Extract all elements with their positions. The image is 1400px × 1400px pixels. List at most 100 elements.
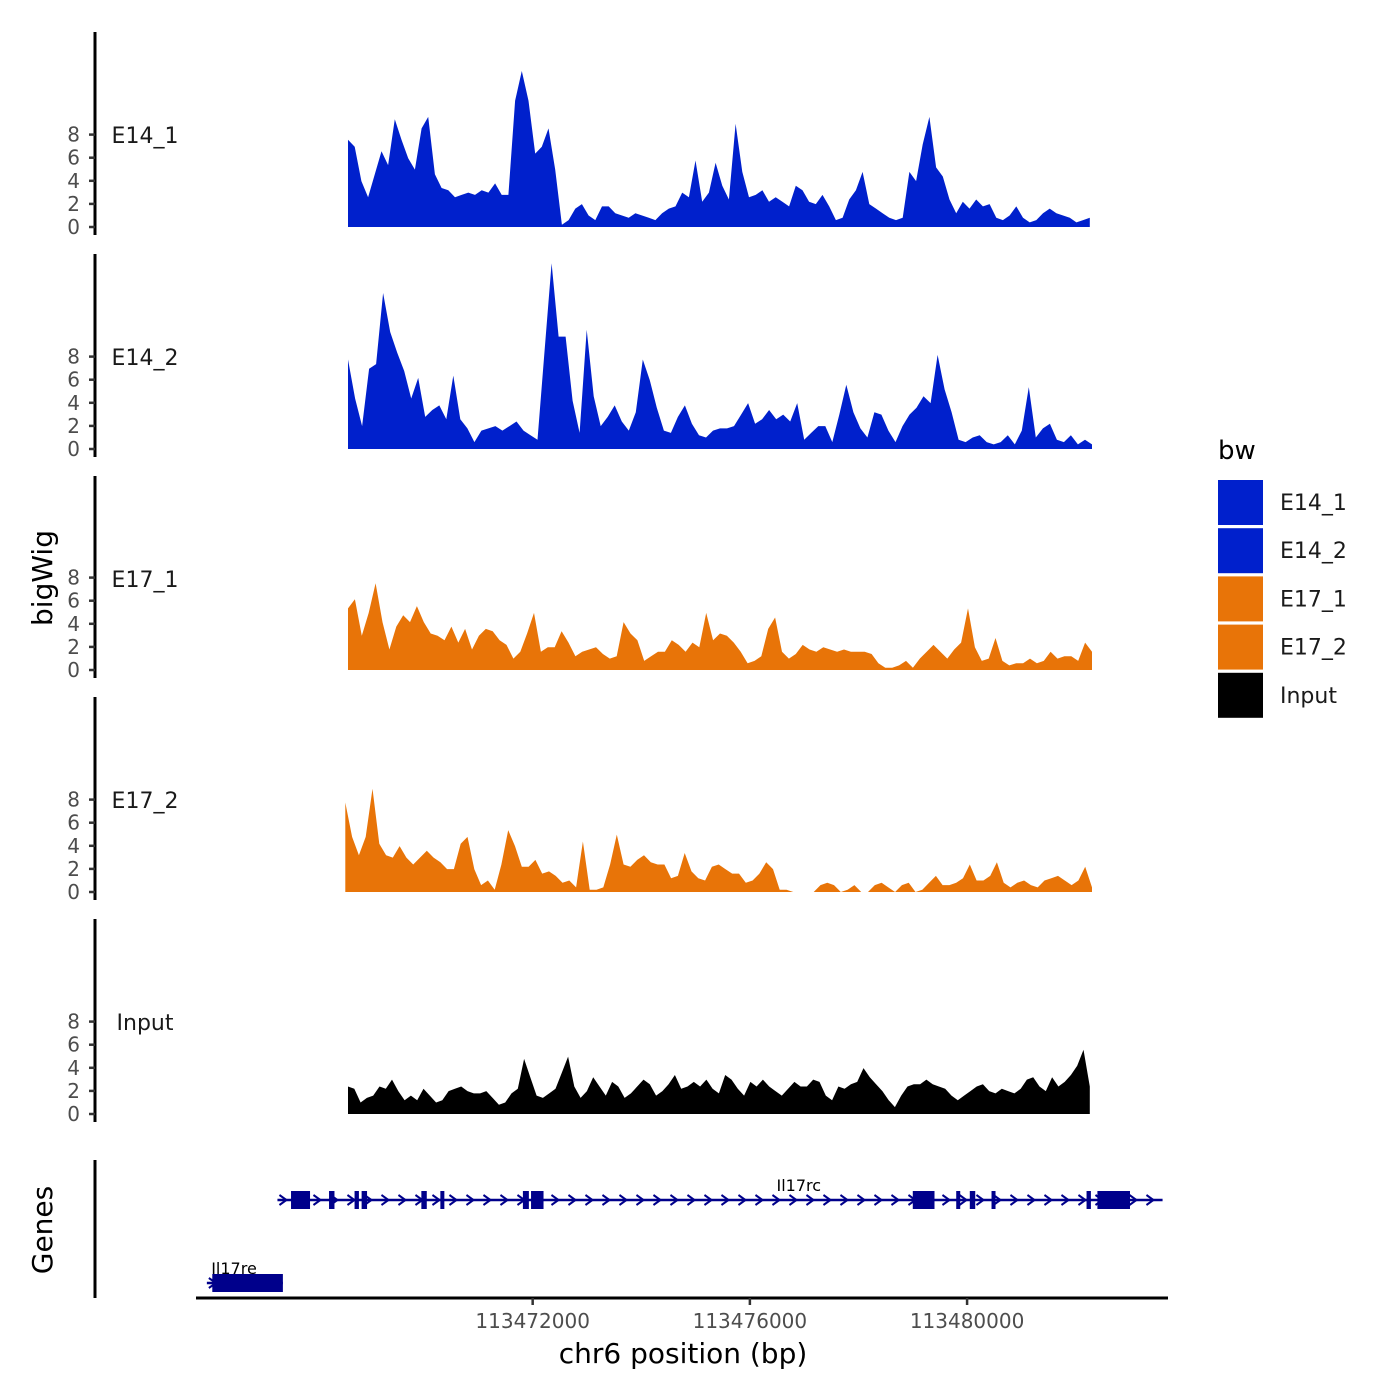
y-tick-label: 8 xyxy=(67,566,80,590)
strand-chevron xyxy=(584,1194,595,1206)
y-tick-label: 0 xyxy=(67,437,80,461)
strand-chevron xyxy=(873,1194,884,1206)
coverage-area-e17-1 xyxy=(348,583,1092,670)
gene-exon xyxy=(531,1191,544,1209)
strand-chevron xyxy=(686,1194,697,1206)
legend-label: E14_1 xyxy=(1280,491,1347,516)
strand-chevron xyxy=(567,1194,578,1206)
strand-chevron xyxy=(1128,1194,1139,1206)
strand-chevron xyxy=(754,1194,765,1206)
y-tick-label: 0 xyxy=(67,215,80,239)
strand-chevron xyxy=(720,1194,731,1206)
track-label: E17_1 xyxy=(112,568,179,593)
legend-swatch xyxy=(1218,672,1263,718)
x-tick-label: 113472000 xyxy=(475,1309,590,1333)
gene-exon xyxy=(329,1191,335,1209)
strand-chevron xyxy=(618,1194,629,1206)
strand-chevron xyxy=(635,1194,646,1206)
track-label: Input xyxy=(117,1011,174,1036)
gene-exon xyxy=(956,1191,961,1209)
gene-exon xyxy=(361,1191,368,1209)
y-tick-label: 2 xyxy=(67,1079,80,1103)
track-label: E14_2 xyxy=(112,346,179,371)
legend-swatch xyxy=(1218,624,1263,670)
strand-chevron xyxy=(737,1194,748,1206)
x-axis: 113472000 113476000 113480000 xyxy=(196,1296,1168,1333)
gene-label: Il17rc xyxy=(776,1176,821,1195)
coverage-area-e14-1 xyxy=(348,71,1090,227)
y-tick-label: 2 xyxy=(67,857,80,881)
strand-chevron xyxy=(788,1194,799,1206)
gene-track: Il17rc Il17re xyxy=(93,1160,1163,1298)
strand-chevron xyxy=(669,1194,680,1206)
strand-chevron xyxy=(958,1194,969,1206)
y-tick-label: 0 xyxy=(67,880,80,904)
y-tick-label: 6 xyxy=(67,146,80,170)
y-tick-label: 0 xyxy=(67,1102,80,1126)
strand-chevron xyxy=(380,1194,391,1206)
y-tick-label: 8 xyxy=(67,1010,80,1034)
legend-swatch xyxy=(1218,576,1263,622)
gene-il17rc: Il17rc xyxy=(277,1176,1163,1209)
strand-chevron xyxy=(1060,1194,1071,1206)
strand-chevron xyxy=(703,1194,714,1206)
legend-swatch xyxy=(1218,528,1263,574)
strand-chevron xyxy=(822,1194,833,1206)
strand-chevron xyxy=(601,1194,612,1206)
gene-exon xyxy=(291,1191,311,1209)
strand-chevron xyxy=(992,1194,1003,1206)
strand-chevron xyxy=(431,1194,442,1206)
y-tick-label: 2 xyxy=(67,635,80,659)
legend-title: bw xyxy=(1218,436,1256,466)
y-tick-label: 8 xyxy=(67,788,80,812)
strand-chevron xyxy=(975,1194,986,1206)
legend-swatch xyxy=(1218,480,1263,525)
y-tick-label: 6 xyxy=(67,1033,80,1057)
y-tick-label: 2 xyxy=(67,414,80,438)
y-tick-label: 0 xyxy=(67,658,80,682)
x-tick-label: 113476000 xyxy=(693,1309,808,1333)
y-axis-title: bigWig xyxy=(26,530,59,626)
gene-il17re: Il17re xyxy=(206,1259,283,1292)
y-tick-label: 2 xyxy=(67,192,80,216)
track-label: E17_2 xyxy=(112,789,179,814)
strand-chevron xyxy=(312,1194,323,1206)
gene-exon xyxy=(421,1191,427,1209)
strand-chevron xyxy=(448,1194,459,1206)
strand-chevron xyxy=(499,1194,510,1206)
y-tick-label: 4 xyxy=(67,1056,80,1080)
gene-exon xyxy=(522,1191,529,1209)
strand-chevron xyxy=(890,1194,901,1206)
strand-chevron xyxy=(1043,1194,1054,1206)
coverage-area-input xyxy=(348,1049,1090,1114)
gene-exon xyxy=(212,1274,283,1292)
legend-label: E17_1 xyxy=(1280,587,1347,612)
y-tick-label: 4 xyxy=(67,834,80,858)
strand-chevron xyxy=(856,1194,867,1206)
strand-chevron xyxy=(278,1194,289,1206)
strand-chevron xyxy=(397,1194,408,1206)
strand-chevron xyxy=(771,1194,782,1206)
gene-exon xyxy=(969,1191,976,1209)
gene-exon xyxy=(354,1191,359,1209)
legend-label: Input xyxy=(1280,684,1337,709)
gene-label: Il17re xyxy=(211,1259,257,1278)
track-label: E14_1 xyxy=(112,124,179,149)
strand-chevron xyxy=(1009,1194,1020,1206)
strand-chevron xyxy=(941,1194,952,1206)
strand-chevron xyxy=(1026,1194,1037,1206)
y-tick-label: 8 xyxy=(67,345,80,369)
legend-label: E17_2 xyxy=(1280,636,1347,661)
x-axis-title: chr6 position (bp) xyxy=(559,1337,808,1370)
y-tick-label: 4 xyxy=(67,391,80,415)
strand-chevron xyxy=(839,1194,850,1206)
coverage-area-e17-2 xyxy=(345,788,1092,892)
y-tick-label: 8 xyxy=(67,123,80,147)
